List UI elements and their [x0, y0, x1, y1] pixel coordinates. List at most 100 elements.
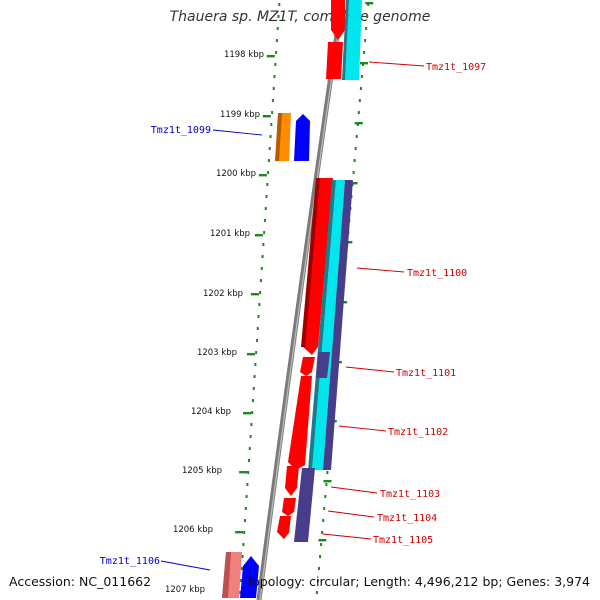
gene-label-tmz1t-1106[interactable]: Tmz1t_1106: [100, 556, 160, 567]
axis-label: 1207 kbp: [165, 585, 205, 595]
gene-leader-line: [345, 366, 395, 373]
tick-mark-major: [239, 471, 248, 474]
tick-mark-minor: [360, 75, 363, 78]
gene-arrow-tmz1t-1104[interactable]: [282, 498, 296, 516]
tick-mark-major: [354, 122, 363, 125]
tick-mark-major: [365, 2, 374, 5]
tick-mark-minor: [269, 135, 272, 138]
tick-mark-minor: [252, 387, 255, 390]
gene-label-tmz1t-1102[interactable]: Tmz1t_1102: [388, 427, 448, 438]
tick-mark-minor: [316, 579, 319, 582]
tick-mark-minor: [274, 63, 277, 66]
gene-features: [222, 0, 362, 598]
gene-label-tmz1t-1097[interactable]: Tmz1t_1097: [426, 62, 486, 73]
gene-label-tmz1t-1103[interactable]: Tmz1t_1103: [380, 489, 440, 500]
cds-track-edge[interactable]: [342, 0, 349, 80]
tick-mark-minor: [275, 51, 278, 54]
tick-mark-minor: [365, 27, 368, 30]
tick-mark-minor: [315, 591, 318, 594]
tick-mark-minor: [278, 3, 281, 6]
cds-track-tmz1t-1101[interactable]: [316, 352, 330, 378]
tick-mark-minor: [264, 207, 267, 210]
tick-mark-minor: [267, 159, 270, 162]
tick-mark-minor: [259, 291, 262, 294]
tick-mark-minor: [240, 567, 243, 570]
tick-mark-minor: [275, 39, 278, 42]
gene-arrow-tmz1t-1103[interactable]: [285, 466, 299, 496]
tick-mark-minor: [262, 243, 265, 246]
tick-mark-major: [262, 115, 271, 118]
gene-label-tmz1t-1100[interactable]: Tmz1t_1100: [407, 268, 467, 279]
tick-mark-minor: [363, 51, 366, 54]
gene-arrow-tmz1t-1097a[interactable]: [331, 0, 345, 40]
tick-mark-minor: [324, 495, 327, 498]
tick-mark-minor: [246, 483, 249, 486]
tick-mark-major: [235, 531, 244, 534]
cds-track-tmz1t-1106[interactable]: [240, 556, 259, 598]
tick-mark-minor: [268, 147, 271, 150]
gene-arrow-tmz1t-1105[interactable]: [277, 516, 291, 539]
cds-track-tmz1t-1100[interactable]: [312, 180, 345, 470]
gene-label-tmz1t-1104[interactable]: Tmz1t_1104: [377, 513, 437, 524]
tick-mark-minor: [358, 99, 361, 102]
tick-mark-major: [254, 234, 263, 237]
tick-mark-minor: [325, 483, 328, 486]
tick-mark-minor: [272, 87, 275, 90]
tick-mark-major: [323, 480, 332, 483]
tick-mark-minor: [364, 39, 367, 42]
cds-track-tmz1t-1099[interactable]: [294, 114, 310, 161]
tick-mark-minor: [265, 195, 268, 198]
tick-mark-minor: [319, 555, 322, 558]
gene-arrow-tmz1t-1097[interactable]: [326, 42, 343, 79]
tick-mark-minor: [254, 363, 257, 366]
tick-mark-minor: [242, 543, 245, 546]
gene-leader-line: [356, 267, 405, 273]
cds-track-tmz1t-1100b[interactable]: [323, 180, 353, 470]
gene-arrow-edge[interactable]: [222, 552, 231, 598]
cds-track-edge[interactable]: [308, 180, 336, 470]
gene-arrow-tmz1t-1101a[interactable]: [300, 357, 315, 376]
gene-label-tmz1t-1101[interactable]: Tmz1t_1101: [396, 368, 456, 379]
gene-arrow-tmz1t-1101[interactable]: [288, 376, 312, 470]
gene-arrow-edge[interactable]: [301, 178, 320, 347]
cds-track-tmz1t-1103[interactable]: [294, 468, 315, 542]
tick-mark-minor: [243, 531, 246, 534]
gene-leader-line: [322, 533, 372, 540]
tick-mark-major: [360, 62, 369, 65]
tick-mark-minor: [271, 99, 274, 102]
tick-mark-major: [243, 412, 252, 415]
tick-mark-minor: [261, 255, 264, 258]
tick-mark-minor: [266, 183, 269, 186]
tick-mark-major: [250, 293, 259, 296]
cds-track-tmz1t-1097[interactable]: [345, 0, 362, 80]
tick-mark-minor: [353, 159, 356, 162]
axis-labels: 1198 kbp 1199 kbp 1200 kbp 1201 kbp 1202 kbp…: [165, 50, 264, 595]
gene-arrow-edge[interactable]: [275, 113, 282, 161]
tick-mark-minor: [256, 327, 259, 330]
tick-mark-minor: [239, 579, 242, 582]
tick-mark-minor: [318, 567, 321, 570]
tick-mark-minor: [250, 423, 253, 426]
gene-label-tmz1t-1105[interactable]: Tmz1t_1105: [373, 535, 433, 546]
tick-mark-major: [246, 353, 255, 356]
tick-mark-minor: [271, 111, 274, 114]
axis-label: 1204 kbp: [191, 407, 231, 417]
tick-mark-minor: [258, 303, 261, 306]
tick-mark-minor: [326, 471, 329, 474]
tick-mark-minor: [248, 447, 251, 450]
tick-mark-minor: [257, 315, 260, 318]
tick-mark-minor: [255, 339, 258, 342]
tick-mark-minor: [255, 351, 258, 354]
gene-label-tmz1t-1099[interactable]: Tmz1t_1099: [151, 125, 211, 136]
backbone: [256, 0, 345, 600]
tick-mark-major: [344, 241, 353, 244]
axis-label: 1202 kbp: [203, 289, 243, 299]
tick-mark-minor: [263, 231, 266, 234]
tick-mark-minor: [362, 63, 365, 66]
gene-arrow-tmz1t-1100[interactable]: [303, 178, 333, 355]
gene-leader-line: [330, 486, 378, 494]
tick-mark-minor: [241, 555, 244, 558]
gene-leader-line: [212, 129, 263, 136]
